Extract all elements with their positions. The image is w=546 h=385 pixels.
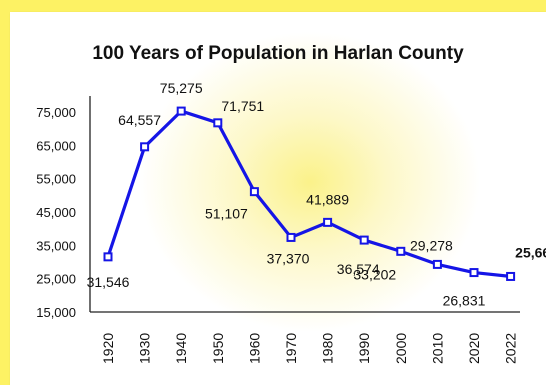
x-tick-label: 2010	[429, 333, 445, 364]
data-point-marker	[176, 106, 186, 116]
data-point-marker	[140, 142, 150, 152]
markers-layer	[103, 106, 516, 281]
data-point-marker	[506, 271, 516, 281]
data-label: 33,202	[353, 266, 396, 282]
x-tick-label: 1920	[100, 333, 116, 364]
data-point-marker	[286, 232, 296, 242]
x-tick-label: 1960	[246, 333, 262, 364]
data-label: 37,370	[267, 250, 310, 266]
data-label: 25,662	[515, 244, 546, 260]
y-tick-label: 35,000	[36, 238, 76, 253]
x-tick-label: 1930	[137, 333, 153, 364]
y-tick-label: 45,000	[36, 205, 76, 220]
data-label: 26,831	[443, 293, 486, 309]
x-tick-label: 1970	[283, 333, 299, 364]
y-tick-label: 75,000	[36, 105, 76, 120]
series-line-layer	[106, 109, 511, 279]
data-labels-layer: 31,546 64,557 75,275 71,751 51,107 37,370 41,8…	[87, 80, 546, 308]
y-tick-label: 55,000	[36, 172, 76, 187]
data-label: 75,275	[160, 80, 203, 96]
line-chart: 100 Years of Population in Harlan County…	[36, 43, 546, 364]
x-tick-label: 1990	[356, 333, 372, 364]
data-point-marker	[249, 187, 259, 197]
data-label: 36,574	[337, 261, 380, 277]
data-point-marker	[359, 235, 369, 245]
x-tick-label: 1950	[210, 333, 226, 364]
chart-frame: 100 Years of Population in Harlan County…	[10, 12, 546, 385]
data-point-marker	[396, 246, 406, 256]
data-point-marker	[323, 217, 333, 227]
data-point-marker	[213, 118, 223, 128]
data-label: 71,751	[221, 98, 264, 114]
data-label: 31,546	[87, 274, 130, 290]
data-point-marker	[432, 259, 442, 269]
data-label: 51,107	[205, 206, 248, 222]
x-tick-label: 1940	[173, 333, 189, 364]
x-tick-label: 2000	[393, 333, 409, 364]
data-label: 41,889	[306, 191, 349, 207]
y-tick-label: 25,000	[36, 272, 76, 287]
y-tick-label: 65,000	[36, 138, 76, 153]
data-point-marker	[469, 268, 479, 278]
x-tick-label: 2022	[503, 333, 519, 364]
data-label: 29,278	[410, 237, 453, 253]
y-tick-label: 15,000	[36, 305, 76, 320]
data-point-marker	[103, 252, 113, 262]
series-line	[106, 109, 511, 279]
data-label: 64,557	[118, 112, 161, 128]
axes: 15,000 25,000 35,000 45,000 55,000 65,000 75,0…	[36, 96, 520, 364]
chart-title: 100 Years of Population in Harlan County	[92, 43, 464, 64]
x-tick-label: 2020	[466, 333, 482, 364]
x-tick-label: 1980	[320, 333, 336, 364]
